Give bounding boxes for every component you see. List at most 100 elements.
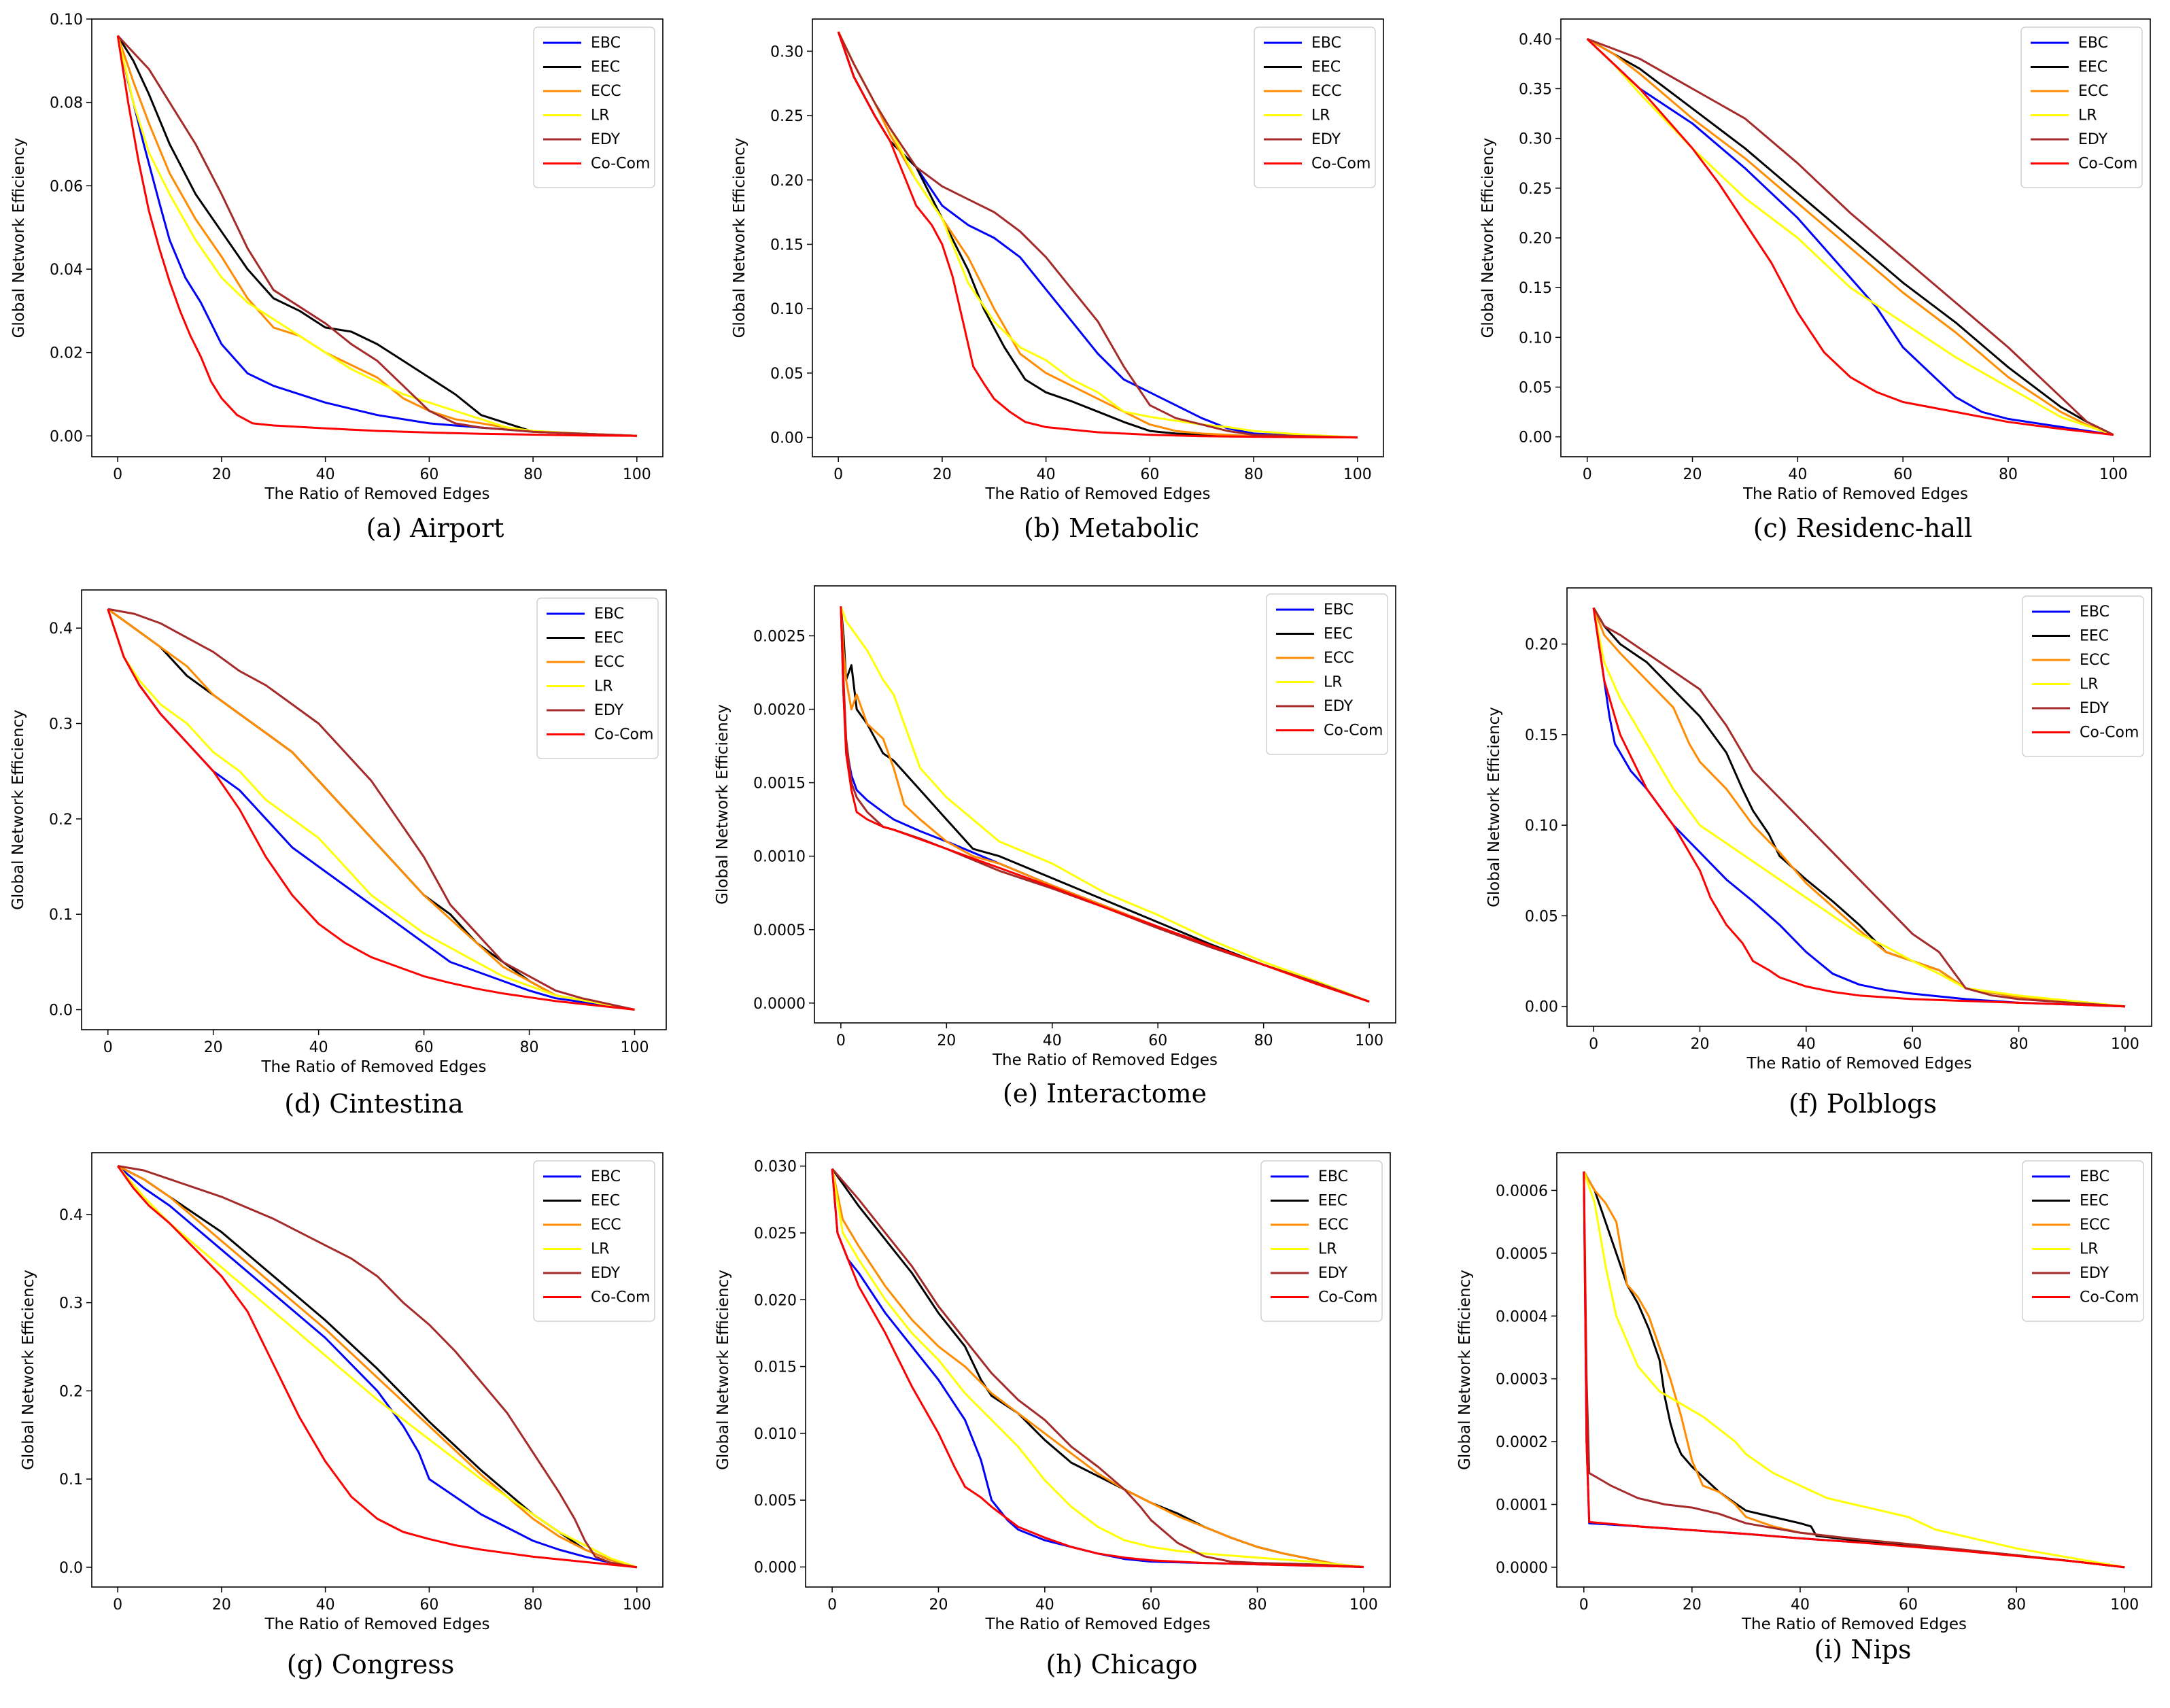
series-line-ebc bbox=[1586, 38, 2114, 436]
plot-frame bbox=[81, 589, 667, 1030]
y-tick-label: 0.05 bbox=[1519, 380, 1552, 397]
series-line-ecc bbox=[107, 608, 635, 1011]
x-tick-label: 100 bbox=[623, 1597, 651, 1614]
series-line-edy bbox=[117, 1165, 638, 1569]
legend-label-eec: EEC bbox=[2080, 1193, 2109, 1210]
x-tick-label: 60 bbox=[1148, 1032, 1167, 1049]
y-tick-label: 0.000 bbox=[754, 1560, 797, 1577]
legend-label-ebc: EBC bbox=[594, 606, 624, 623]
x-tick-label: 80 bbox=[523, 466, 542, 483]
legend-label-lr: LR bbox=[2080, 1241, 2099, 1258]
chart-metabolic: 0 20 40 60 80 100 0.00 0.05 0.10 0.15 0.20 0.25 0.30… bbox=[731, 18, 1384, 543]
y-tick-label: 0.00 bbox=[1525, 999, 1558, 1016]
x-tick-label: 100 bbox=[2110, 1597, 2139, 1614]
x-tick-label: 80 bbox=[523, 1597, 542, 1614]
y-axis-label: Global Network Efficiency bbox=[10, 138, 28, 338]
y-axis-label: Global Network Efficiency bbox=[10, 710, 27, 910]
legend-label-ebc: EBC bbox=[591, 35, 621, 52]
series-line-ecc bbox=[831, 1168, 1364, 1568]
x-axis-label: The Ratio of Removed Edges bbox=[992, 1051, 1218, 1069]
x-tick-label: 0 bbox=[827, 1597, 837, 1614]
chart-caption: (e) Interactome bbox=[1003, 1079, 1207, 1109]
y-tick-label: 0.00 bbox=[1519, 430, 1552, 447]
legend: EBC EEC ECC LR EDY Co-Com bbox=[2020, 27, 2143, 188]
series-line-edy bbox=[1583, 1171, 2125, 1569]
x-axis-label: The Ratio of Removed Edges bbox=[1746, 1055, 1971, 1073]
x-tick-label: 60 bbox=[1893, 466, 1912, 483]
x-tick-label: 40 bbox=[1788, 466, 1807, 483]
legend-label-edy: EDY bbox=[2080, 700, 2109, 717]
legend-label-ebc: EBC bbox=[2080, 1168, 2109, 1185]
x-axis-label: The Ratio of Removed Edges bbox=[264, 485, 489, 503]
x-tick-label: 40 bbox=[1035, 1597, 1054, 1614]
y-tick-label: 0.0005 bbox=[1496, 1246, 1548, 1263]
legend-label-edy: EDY bbox=[591, 1265, 621, 1282]
legend-label-lr: LR bbox=[2080, 676, 2099, 693]
y-tick-label: 0.0015 bbox=[753, 775, 806, 792]
y-tick-label: 0.20 bbox=[770, 173, 804, 190]
y-tick-label: 0.1 bbox=[59, 1471, 83, 1488]
x-tick-label: 20 bbox=[937, 1032, 956, 1049]
y-tick-label: 0.015 bbox=[754, 1359, 797, 1376]
y-tick-label: 0.00 bbox=[770, 430, 804, 447]
legend-label-co-com: Co-Com bbox=[1318, 1289, 1377, 1306]
x-axis-label: The Ratio of Removed Edges bbox=[260, 1058, 486, 1076]
legend: EBC EEC ECC LR EDY Co-Com bbox=[2022, 595, 2144, 757]
legend-label-edy: EDY bbox=[1324, 698, 1354, 715]
legend-label-edy: EDY bbox=[2080, 1265, 2109, 1282]
y-tick-label: 0.0000 bbox=[753, 996, 806, 1013]
legend: EBC EEC ECC LR EDY Co-Com bbox=[536, 597, 659, 759]
series-line-eec bbox=[840, 606, 1370, 1003]
y-tick-label: 0.25 bbox=[1519, 181, 1552, 198]
y-tick-label: 0.10 bbox=[1519, 330, 1552, 347]
legend-label-edy: EDY bbox=[2078, 131, 2108, 148]
y-tick-label: 0.0004 bbox=[1496, 1308, 1548, 1325]
legend-label-ecc: ECC bbox=[2078, 83, 2109, 100]
chart-caption: (g) Congress bbox=[287, 1650, 454, 1679]
series-line-eec bbox=[116, 35, 637, 437]
x-tick-label: 100 bbox=[1355, 1032, 1383, 1049]
series-line-edy bbox=[1592, 607, 2126, 1008]
legend-label-eec: EEC bbox=[1311, 59, 1341, 76]
series-line-lr bbox=[1583, 1171, 2125, 1569]
x-tick-label: 20 bbox=[204, 1039, 223, 1056]
y-axis-label: Global Network Efficiency bbox=[714, 1270, 732, 1470]
series-line-edy bbox=[831, 1168, 1364, 1568]
chart-caption: (a) Airport bbox=[366, 513, 504, 543]
x-tick-label: 40 bbox=[316, 1597, 335, 1614]
legend-label-lr: LR bbox=[594, 678, 613, 695]
legend: EBC EEC ECC LR EDY Co-Com bbox=[2022, 1160, 2144, 1322]
x-tick-label: 80 bbox=[2010, 1036, 2029, 1053]
legend-label-co-com: Co-Com bbox=[2080, 1289, 2139, 1306]
legend: EBC EEC ECC LR EDY Co-Com bbox=[1260, 1160, 1383, 1322]
legend-label-ecc: ECC bbox=[1324, 650, 1354, 667]
chart-caption: (i) Nips bbox=[1814, 1635, 1911, 1665]
legend-label-co-com: Co-Com bbox=[2078, 156, 2137, 173]
legend-label-co-com: Co-Com bbox=[594, 727, 653, 744]
legend-label-edy: EDY bbox=[594, 702, 624, 719]
series-line-lr bbox=[831, 1168, 1364, 1568]
plot-frame bbox=[805, 1152, 1391, 1588]
legend-label-lr: LR bbox=[591, 1241, 610, 1258]
chart-caption: (h) Chicago bbox=[1046, 1650, 1197, 1679]
x-tick-label: 20 bbox=[929, 1597, 948, 1614]
y-tick-label: 0.02 bbox=[50, 345, 83, 362]
y-axis-label: Global Network Efficiency bbox=[1485, 707, 1503, 907]
y-tick-label: 0.0 bbox=[49, 1003, 73, 1019]
plot-frame bbox=[91, 18, 664, 457]
series-line-lr bbox=[1586, 38, 2114, 436]
legend-label-eec: EEC bbox=[591, 59, 620, 76]
x-tick-label: 20 bbox=[1690, 1036, 1709, 1053]
x-axis-label: The Ratio of Removed Edges bbox=[984, 485, 1210, 503]
x-axis-label: The Ratio of Removed Edges bbox=[984, 1616, 1210, 1633]
y-tick-label: 0.08 bbox=[50, 95, 83, 112]
y-tick-label: 0.20 bbox=[1525, 637, 1558, 654]
x-tick-label: 80 bbox=[520, 1039, 539, 1056]
legend-label-ebc: EBC bbox=[1318, 1168, 1348, 1185]
series-line-eec bbox=[837, 31, 1358, 439]
y-tick-label: 0.2 bbox=[49, 812, 73, 829]
legend: EBC EEC ECC LR EDY Co-Com bbox=[1254, 27, 1376, 188]
x-tick-label: 40 bbox=[316, 466, 335, 483]
series-line-edy bbox=[1587, 37, 2114, 436]
x-tick-label: 80 bbox=[2007, 1597, 2026, 1614]
